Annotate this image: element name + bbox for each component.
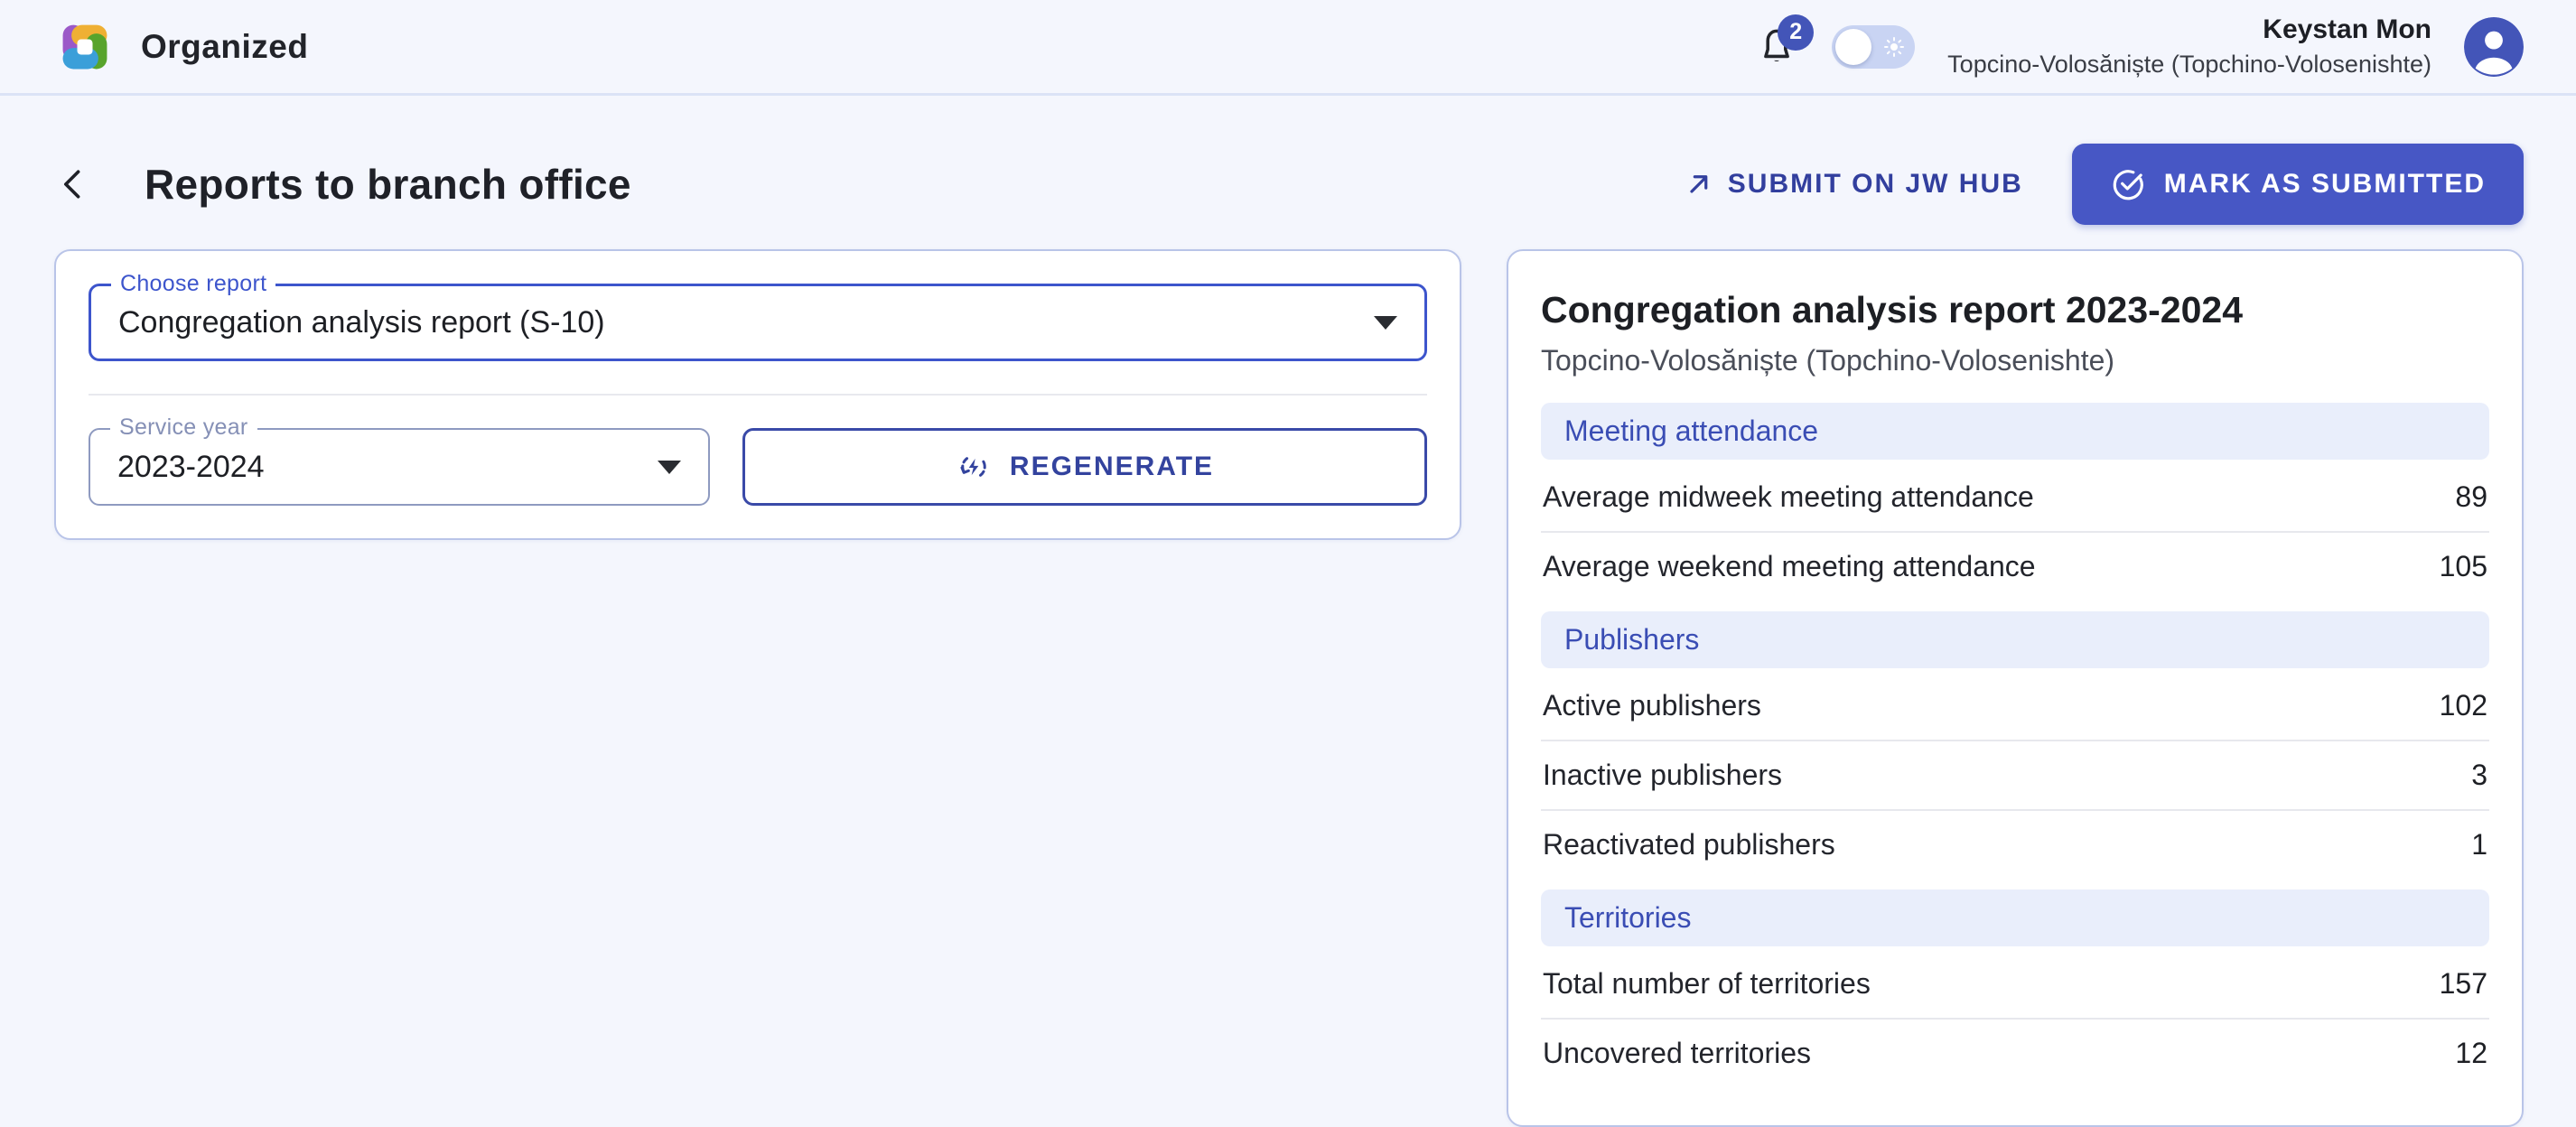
toggle-knob <box>1835 28 1872 65</box>
table-row: Average weekend meeting attendance 105 <box>1541 531 2489 601</box>
service-year-value: 2023-2024 <box>117 449 265 484</box>
table-row: Reactivated publishers 1 <box>1541 809 2489 879</box>
main-content: Choose report Congregation analysis repo… <box>0 249 2576 1127</box>
form-divider <box>89 394 1427 396</box>
user-name: Keystan Mon <box>2263 14 2431 45</box>
section-heading: Meeting attendance <box>1541 403 2489 460</box>
section-heading: Territories <box>1541 889 2489 946</box>
report-result-card: Congregation analysis report 2023-2024 T… <box>1507 249 2524 1127</box>
caret-down-icon <box>1374 315 1397 330</box>
table-row: Inactive publishers 3 <box>1541 740 2489 809</box>
row-label: Uncovered territories <box>1543 1037 1811 1069</box>
row-label: Average midweek meeting attendance <box>1543 480 2034 513</box>
row-label: Inactive publishers <box>1543 759 1783 791</box>
submit-on-jw-hub-button[interactable]: SUBMIT ON JW HUB <box>1685 169 2023 200</box>
table-row: Total number of territories 157 <box>1541 950 2489 1018</box>
caret-down-icon <box>658 460 681 474</box>
mark-as-submitted-label: MARK AS SUBMITTED <box>2163 169 2486 199</box>
mark-as-submitted-button[interactable]: MARK AS SUBMITTED <box>2071 144 2524 225</box>
row-value: 105 <box>2439 550 2487 582</box>
form-row: Service year 2023-2024 REGENERATE <box>89 414 1427 506</box>
row-value: 89 <box>2455 480 2487 513</box>
choose-report-value: Congregation analysis report (S-10) <box>118 304 605 340</box>
page-title-bar: Reports to branch office SUBMIT ON JW HU… <box>0 143 2576 226</box>
app-header: Organized 2 <box>0 0 2576 96</box>
row-value: 102 <box>2439 689 2487 722</box>
theme-toggle[interactable] <box>1832 24 1916 69</box>
arrow-up-right-icon <box>1685 170 1713 199</box>
user-info: Keystan Mon Topcino-Volosăniște (Topchin… <box>1947 13 2431 79</box>
row-value: 1 <box>2471 828 2487 861</box>
table-row: Active publishers 102 <box>1541 672 2489 740</box>
user-congregation: Topcino-Volosăniște (Topchino-Volosenish… <box>1947 50 2431 78</box>
report-title: Congregation analysis report 2023-2024 <box>1541 289 2244 331</box>
check-circle-icon <box>2110 166 2146 202</box>
service-year-select[interactable]: Service year 2023-2024 <box>89 414 710 506</box>
row-value: 3 <box>2471 759 2487 791</box>
report-section: Territories Total number of territories … <box>1541 889 2489 1087</box>
header-right: 2 Keystan Mon Topcino-Volosă <box>1754 13 2524 79</box>
choose-report-select[interactable]: Choose report Congregation analysis repo… <box>89 271 1427 361</box>
app-name: Organized <box>141 27 309 65</box>
row-label: Reactivated publishers <box>1543 828 1835 861</box>
row-label: Active publishers <box>1543 689 1761 722</box>
page-actions: SUBMIT ON JW HUB MARK AS SUBMITTED <box>1685 144 2524 225</box>
report-subtitle: Topcino-Volosăniște (Topchino-Volosenish… <box>1541 344 2115 377</box>
service-year-label: Service year <box>110 414 257 441</box>
regenerate-button[interactable]: REGENERATE <box>742 428 1427 506</box>
report-form-card: Choose report Congregation analysis repo… <box>54 249 1461 540</box>
row-label: Average weekend meeting attendance <box>1543 550 2036 582</box>
back-button[interactable] <box>54 163 94 206</box>
choose-report-label: Choose report <box>111 271 276 297</box>
report-section: Publishers Active publishers 102 Inactiv… <box>1541 611 2489 879</box>
regenerate-label: REGENERATE <box>1009 452 1215 481</box>
row-value: 12 <box>2455 1037 2487 1069</box>
profile-avatar[interactable] <box>2464 16 2524 77</box>
row-value: 157 <box>2439 967 2487 1000</box>
report-section: Meeting attendance Average midweek meeti… <box>1541 403 2489 601</box>
row-label: Total number of territories <box>1543 967 1871 1000</box>
notifications-button[interactable]: 2 <box>1754 14 1815 72</box>
submit-link-label: SUBMIT ON JW HUB <box>1727 169 2023 199</box>
table-row: Average midweek meeting attendance 89 <box>1541 463 2489 531</box>
table-row: Uncovered territories 12 <box>1541 1018 2489 1087</box>
sync-bolt-icon <box>956 449 992 485</box>
notification-badge: 2 <box>1778 14 1815 51</box>
chevron-left-icon <box>54 163 94 206</box>
page-title: Reports to branch office <box>145 161 631 208</box>
app-logo-icon <box>54 16 116 78</box>
section-heading: Publishers <box>1541 611 2489 668</box>
sun-icon <box>1883 36 1905 58</box>
